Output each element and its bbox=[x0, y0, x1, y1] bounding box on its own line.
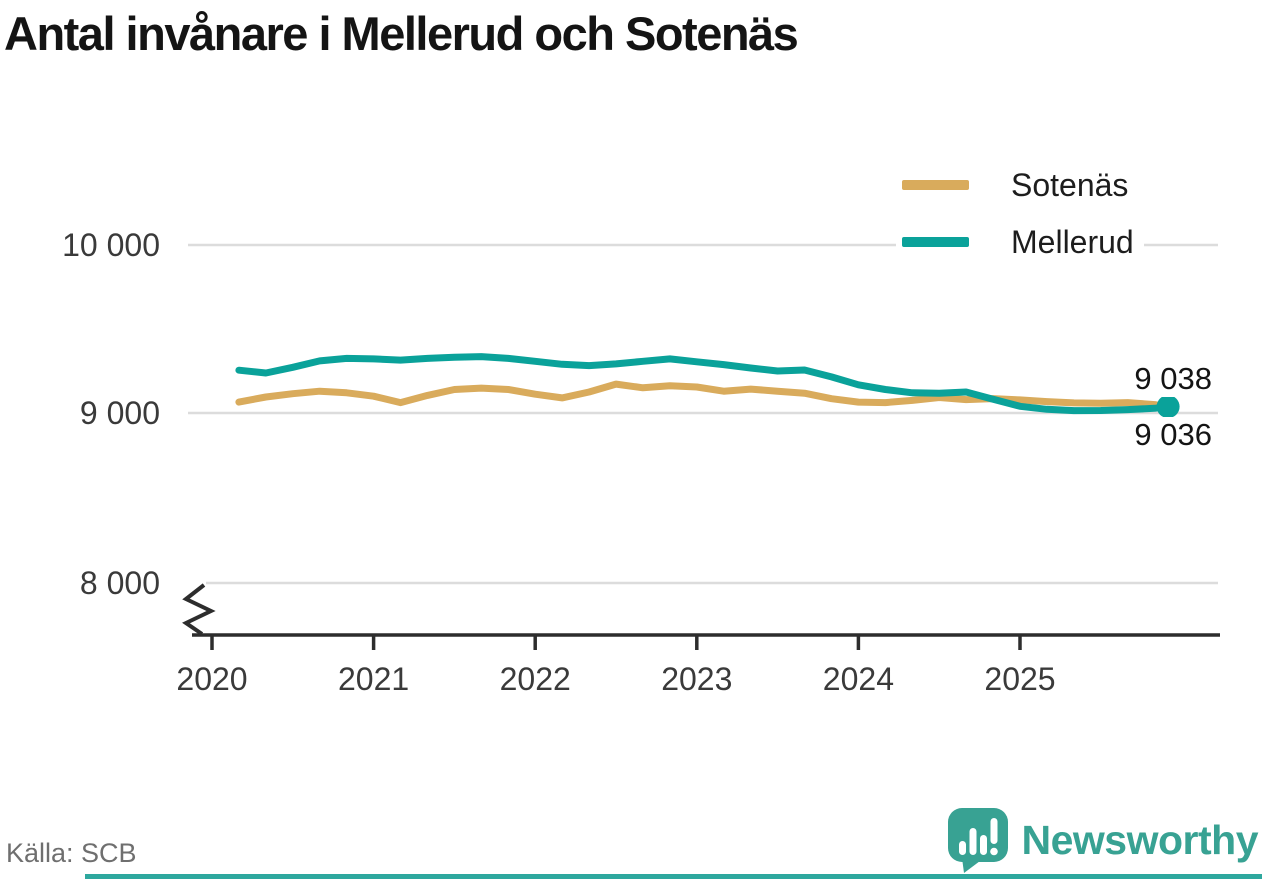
chart-title: Antal invånare i Mellerud och Sotenäs bbox=[4, 7, 799, 60]
legend-label-sotenas: Sotenäs bbox=[1011, 166, 1129, 203]
brand-name: Newsworthy bbox=[1021, 816, 1259, 863]
mellerud-swatch-icon bbox=[902, 236, 969, 247]
source-note: Källa: SCB bbox=[6, 838, 137, 868]
x-tick-2020: 2020 bbox=[176, 661, 248, 697]
x-ticks bbox=[210, 635, 1022, 650]
axis-break-icon bbox=[182, 583, 216, 636]
legend-item-mellerud: Mellerud bbox=[902, 213, 1134, 270]
x-tick-2022: 2022 bbox=[499, 661, 571, 697]
x-tick-2021: 2021 bbox=[338, 661, 410, 697]
end-value-mellerud: 9 038 bbox=[1092, 361, 1212, 397]
sotenas-swatch-icon bbox=[902, 179, 969, 190]
mellerud-end-dot bbox=[1156, 395, 1180, 419]
brand-lockup: Newsworthy bbox=[946, 806, 1259, 874]
x-tick-2023: 2023 bbox=[661, 661, 733, 697]
x-tick-2024: 2024 bbox=[822, 661, 894, 697]
y-tick-8000: 8 000 bbox=[79, 565, 160, 601]
brand-strip bbox=[85, 874, 1262, 879]
line-mellerud bbox=[235, 353, 1172, 415]
x-tick-2025: 2025 bbox=[984, 661, 1056, 697]
legend-label-mellerud: Mellerud bbox=[1011, 223, 1134, 260]
newsworthy-logo-icon bbox=[947, 808, 1008, 873]
y-tick-9000: 9 000 bbox=[79, 395, 160, 431]
end-value-sotenas: 9 036 bbox=[1092, 417, 1212, 453]
y-tick-10000: 10 000 bbox=[62, 227, 160, 263]
legend-item-sotenas: Sotenäs bbox=[902, 156, 1134, 213]
legend: Sotenäs Mellerud bbox=[896, 154, 1144, 272]
line-sotenas bbox=[235, 380, 1172, 411]
